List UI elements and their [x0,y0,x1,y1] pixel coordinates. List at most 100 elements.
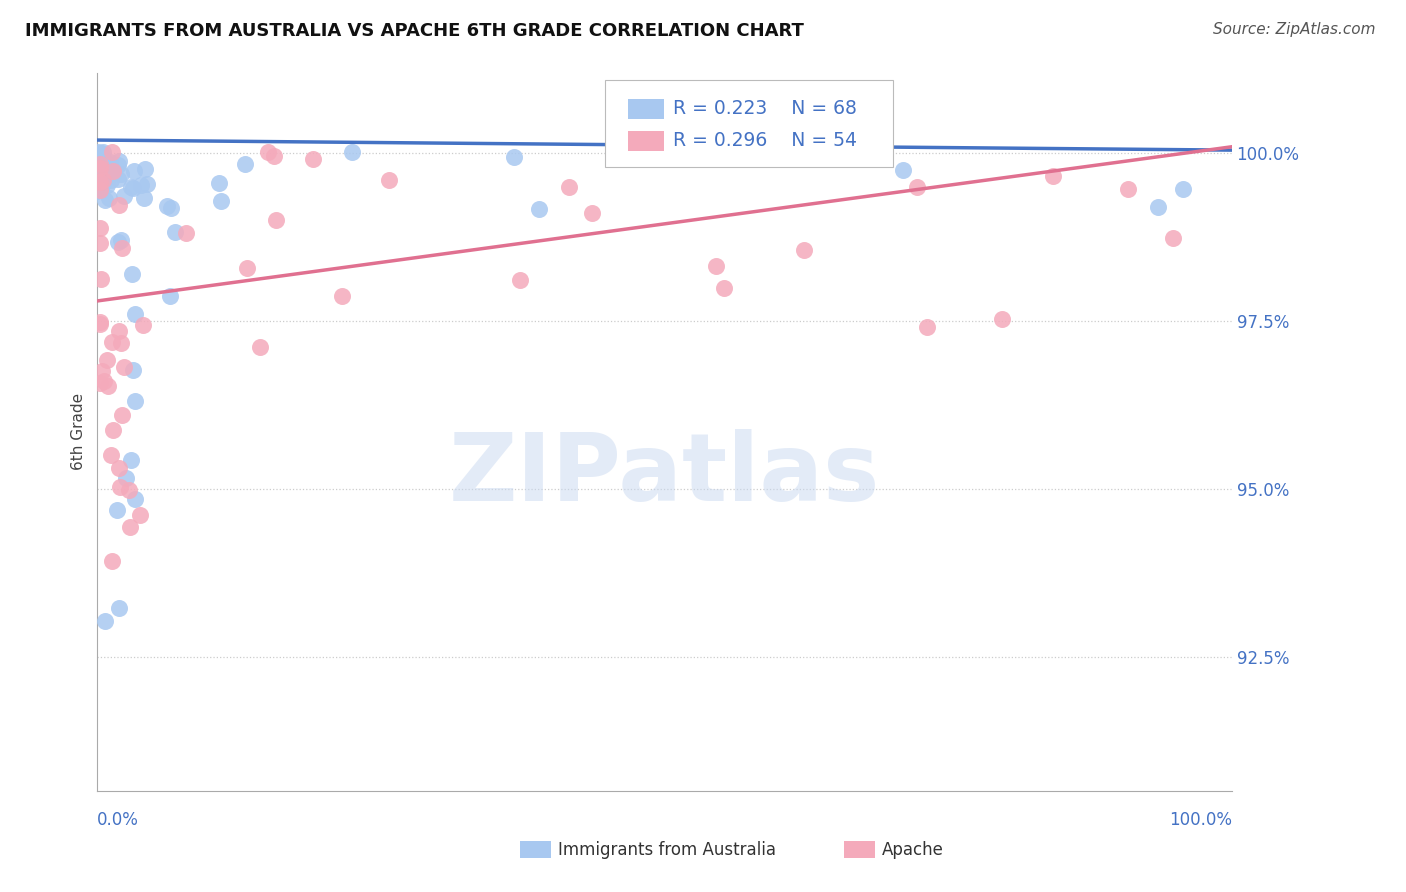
Point [340,145,363,159]
Point [91,173,114,187]
Point [93,374,115,388]
Point [120,179,142,194]
Point [96,178,118,192]
Bar [844,841,875,858]
Text: Source: ZipAtlas.com: Source: ZipAtlas.com [1212,22,1375,37]
Text: IMMIGRANTS FROM AUSTRALIA VS APACHE 6TH GRADE CORRELATION CHART: IMMIGRANTS FROM AUSTRALIA VS APACHE 6TH … [25,22,804,40]
Point [89,221,111,235]
Point [111,241,134,255]
Point [93,167,115,181]
Point [86,172,108,186]
Point [91,176,114,190]
Point [90,178,112,192]
Point [107,158,129,172]
Point [122,164,145,178]
Point [96,378,118,392]
Point [94,194,117,208]
Point [688,152,710,166]
Point [1116,182,1139,196]
Point [527,202,550,216]
Point [503,149,526,163]
Point [100,554,122,568]
Point [87,172,110,186]
Point [1161,231,1184,245]
Text: Immigrants from Australia: Immigrants from Australia [558,841,776,859]
Point [90,145,112,160]
Point [257,145,280,160]
Point [1171,182,1194,196]
Point [111,408,134,422]
Point [93,159,115,173]
Point [120,453,142,467]
Point [129,508,152,523]
Point [581,206,603,220]
Point [302,153,325,167]
Point [1042,169,1064,183]
Point [86,151,108,165]
Point [107,172,129,186]
Point [236,260,259,275]
Point [90,169,112,184]
Bar [628,131,664,151]
Point [91,151,114,165]
Point [160,202,183,216]
Point [98,191,121,205]
Point [108,601,131,615]
Point [101,334,124,349]
Point [163,225,186,239]
Point [509,273,531,287]
Point [110,167,132,181]
Point [105,503,128,517]
Point [110,335,132,350]
Text: 0.0%: 0.0% [97,811,139,829]
Point [90,272,112,286]
Point [118,520,141,534]
Point [121,181,143,195]
Point [156,199,179,213]
Point [100,448,122,462]
FancyBboxPatch shape [605,80,893,167]
Point [110,480,132,494]
Point [713,281,735,295]
Point [89,315,111,329]
Point [233,157,256,171]
Point [208,176,231,190]
Text: ZIPatlas: ZIPatlas [449,429,880,521]
Point [89,156,111,170]
Point [101,423,124,437]
Point [1146,200,1168,214]
Point [108,324,131,338]
Point [378,172,401,186]
Point [174,226,197,240]
Point [91,170,114,185]
Point [915,319,938,334]
Point [135,178,157,192]
Text: 100.0%: 100.0% [1168,811,1232,829]
Point [96,352,118,367]
Point [91,163,114,178]
Point [100,145,122,159]
Point [89,317,111,331]
Point [264,213,287,227]
Point [86,185,108,199]
Point [112,360,135,375]
Point [124,393,146,408]
Point [124,491,146,506]
Point [558,179,581,194]
Bar [520,841,551,858]
Text: Apache: Apache [882,841,943,859]
Point [129,178,152,192]
Point [107,235,129,250]
Point [905,179,928,194]
Point [209,194,232,209]
Point [89,161,111,175]
Point [118,483,141,498]
Point [87,158,110,172]
Point [108,153,131,168]
Point [132,192,155,206]
Point [96,157,118,171]
Text: R = 0.296    N = 54: R = 0.296 N = 54 [673,131,858,151]
Point [100,154,122,169]
Point [89,175,111,189]
Point [121,267,143,281]
